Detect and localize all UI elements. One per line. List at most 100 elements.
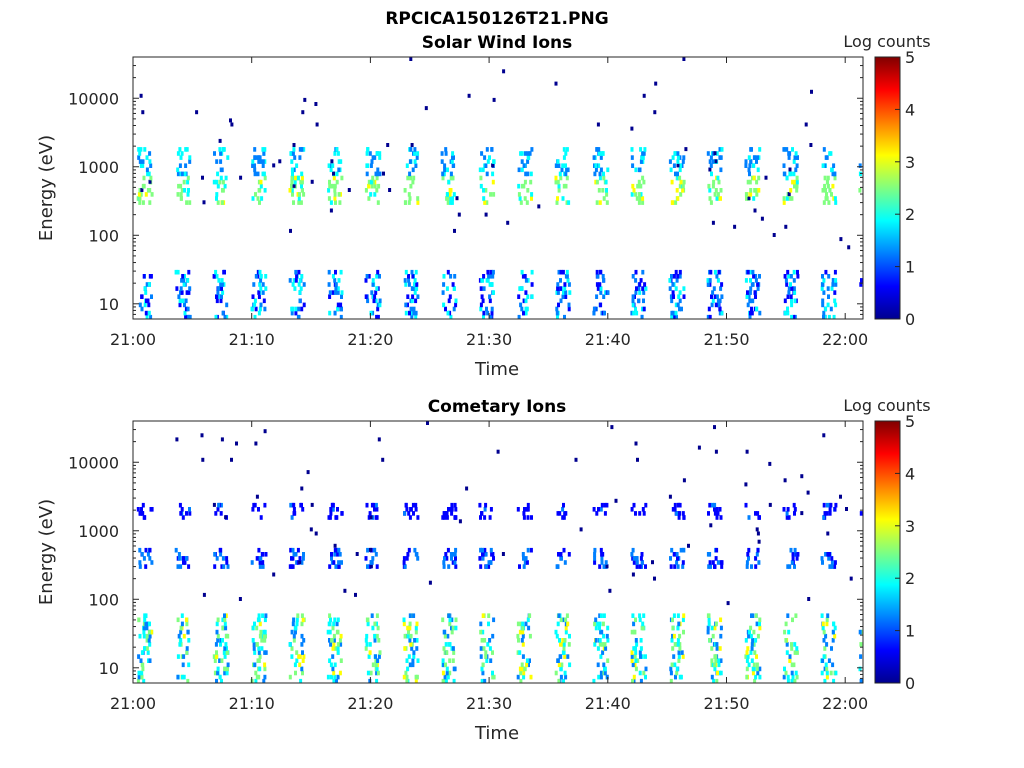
heatmap-cell — [448, 294, 452, 299]
heatmap-cell — [785, 282, 789, 287]
heatmap-cell — [292, 638, 296, 643]
heatmap-cell — [795, 163, 799, 168]
heatmap-cell — [676, 564, 680, 569]
heatmap-cell — [488, 298, 492, 304]
heatmap-cell — [790, 298, 793, 304]
heatmap-cell — [239, 175, 243, 180]
heatmap-cell — [827, 200, 831, 205]
heatmap-cell — [300, 147, 304, 152]
heatmap-cell — [711, 502, 714, 508]
heatmap-cell — [598, 200, 602, 205]
colorbar-tick-label: 1 — [905, 622, 915, 641]
heatmap-cell — [748, 163, 752, 168]
heatmap-cell — [784, 278, 788, 283]
heatmap-cell — [448, 196, 452, 201]
heatmap-cell — [556, 179, 560, 185]
heatmap-cell — [789, 274, 793, 279]
heatmap-cell — [522, 183, 526, 189]
heatmap-cell — [290, 310, 294, 316]
heatmap-cell — [726, 601, 730, 606]
heatmap-cell — [201, 457, 205, 462]
heatmap-cell — [330, 502, 334, 508]
heatmap-cell — [537, 204, 541, 209]
x-tick-label: 22:00 — [822, 330, 868, 349]
heatmap-cell — [678, 511, 682, 516]
heatmap-cell — [364, 556, 368, 561]
heatmap-cell — [451, 163, 455, 168]
heatmap-cell — [185, 621, 189, 627]
heatmap-cell — [756, 286, 760, 291]
heatmap-cell — [675, 278, 679, 283]
heatmap-cell — [184, 298, 188, 304]
heatmap-cell — [719, 670, 723, 676]
heatmap-cell — [752, 274, 756, 279]
heatmap-cell — [490, 310, 494, 316]
heatmap-cell — [337, 547, 341, 553]
heatmap-cell — [300, 560, 304, 565]
heatmap-cell — [251, 196, 255, 201]
heatmap-cell — [182, 282, 186, 287]
heatmap-cell — [176, 674, 180, 680]
heatmap-cell — [375, 670, 379, 676]
heatmap-cell — [676, 638, 680, 643]
heatmap-cell — [298, 155, 302, 160]
heatmap-cell — [292, 183, 296, 188]
heatmap-cell — [718, 147, 722, 152]
heatmap-cell — [793, 511, 796, 516]
heatmap-cell — [404, 670, 408, 676]
heatmap-cell — [183, 188, 187, 193]
heatmap-cell — [824, 196, 828, 201]
heatmap-cell — [200, 433, 204, 438]
heatmap-cell — [519, 678, 523, 684]
heatmap-cell — [407, 192, 411, 197]
heatmap-cell — [146, 552, 150, 557]
axes: 21:00 21:10 21:20 21:30 21:40 21:50 22:0010100… — [68, 420, 868, 713]
heatmap-cell — [148, 547, 152, 553]
heatmap-cell — [145, 167, 149, 173]
heatmap-cell — [137, 674, 141, 680]
heatmap-cell — [599, 507, 603, 512]
heatmap-cell — [375, 314, 379, 320]
heatmap-cell — [187, 564, 191, 569]
heatmap-cell — [215, 192, 219, 197]
heatmap-cell — [221, 617, 225, 623]
heatmap-cell — [832, 621, 836, 627]
heatmap-cell — [336, 306, 340, 312]
heatmap-cell — [720, 310, 724, 316]
heatmap-cell — [411, 502, 415, 508]
heatmap-cell — [292, 502, 296, 508]
heatmap-cell — [716, 175, 720, 181]
heatmap-cell — [263, 147, 267, 152]
heatmap-cell — [369, 564, 373, 569]
heatmap-cell — [402, 560, 406, 565]
heatmap-cell — [148, 274, 152, 279]
heatmap-cell — [375, 678, 379, 684]
heatmap-cell — [183, 310, 187, 316]
heatmap-cell — [639, 638, 643, 643]
heatmap-cell — [768, 461, 772, 466]
heatmap-cell — [823, 666, 827, 672]
heatmap-cell — [796, 274, 800, 279]
heatmap-cell — [641, 175, 645, 181]
heatmap-cell — [175, 286, 179, 291]
heatmap-cell — [715, 196, 719, 201]
heatmap-cell — [822, 314, 825, 320]
heatmap-cell — [631, 613, 635, 618]
heatmap-cell — [601, 650, 605, 655]
heatmap-cell — [710, 646, 714, 651]
heatmap-cell — [336, 290, 340, 295]
heatmap-cell — [556, 511, 560, 516]
heatmap-cell — [483, 547, 487, 553]
heatmap-cell — [174, 269, 178, 275]
heatmap-cell — [450, 556, 453, 561]
heatmap-cell — [217, 502, 221, 508]
heatmap-cell — [859, 642, 863, 647]
heatmap-cell — [416, 196, 420, 201]
heatmap-cell — [559, 617, 563, 623]
heatmap-cell — [708, 560, 712, 565]
heatmap-cell — [328, 183, 332, 189]
heatmap-cell — [178, 502, 182, 508]
heatmap-cell — [772, 233, 776, 237]
heatmap-cell — [635, 564, 639, 569]
